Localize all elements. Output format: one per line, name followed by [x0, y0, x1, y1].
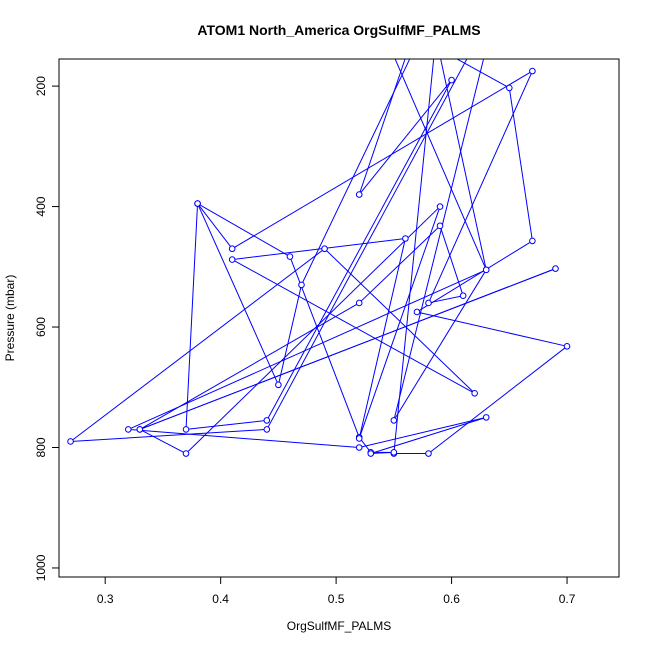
- series-group: [67, 0, 571, 457]
- x-tick-label: 0.5: [328, 592, 345, 606]
- data-point: [425, 299, 432, 307]
- series-segment: [428, 345, 568, 454]
- x-tick-label: 0.7: [559, 592, 576, 606]
- series-segment: [266, 79, 453, 421]
- data-point: [459, 292, 467, 300]
- series-segment: [358, 206, 441, 439]
- series-segment: [370, 451, 394, 455]
- data-point: [425, 450, 432, 457]
- series-segment: [358, 59, 406, 195]
- series-segment: [370, 416, 487, 455]
- y-axis-label: Pressure (mbar): [3, 275, 17, 362]
- data-point: [450, 59, 453, 60]
- series-segment: [393, 59, 435, 454]
- data-point: [263, 426, 271, 433]
- data-point: [275, 381, 282, 389]
- data-point: [182, 450, 190, 457]
- y-axis: 200 400 600 800 1000: [34, 76, 60, 581]
- data-point: [228, 256, 236, 263]
- data-point: [392, 59, 396, 60]
- series-segment: [232, 237, 406, 261]
- series-segment: [277, 284, 302, 385]
- data-point: [67, 438, 74, 445]
- series-segment: [439, 225, 464, 296]
- y-tick-label: 1000: [34, 554, 48, 581]
- series-segment: [416, 311, 568, 347]
- data-point: [390, 417, 398, 424]
- data-point: [436, 222, 444, 230]
- y-tick-label: 800: [34, 437, 48, 457]
- series-segment: [428, 70, 533, 304]
- data-point: [228, 245, 236, 253]
- series-segment: [70, 248, 325, 442]
- x-tick-label: 0.3: [97, 592, 114, 606]
- data-point: [355, 191, 363, 198]
- series-segment: [393, 59, 485, 421]
- y-tick-label: 600: [34, 317, 48, 337]
- x-tick-label: 0.4: [212, 592, 229, 606]
- data-point: [563, 343, 571, 350]
- series-segment: [185, 203, 199, 430]
- series-segment: [416, 240, 533, 313]
- data-point: [438, 59, 442, 60]
- series-segment: [231, 259, 475, 394]
- series-segment: [197, 203, 291, 257]
- series-segment: [394, 59, 487, 271]
- data-point: [355, 444, 363, 451]
- series-segment: [358, 225, 441, 304]
- series-segment: [231, 70, 533, 250]
- series-segment: [508, 87, 533, 241]
- series-segment: [197, 203, 233, 250]
- data-point: [182, 426, 190, 433]
- series-segment: [139, 268, 556, 430]
- data-point: [286, 253, 294, 260]
- series-segment: [70, 428, 267, 442]
- data-point: [402, 235, 409, 242]
- data-point: [495, 0, 501, 5]
- series-segment: [301, 59, 411, 286]
- series-segment: [185, 419, 267, 430]
- x-axis-label: OrgSulfMF_PALMS: [287, 619, 391, 633]
- data-point: [471, 389, 478, 397]
- y-tick-label: 400: [34, 196, 48, 216]
- data-point: [367, 450, 375, 457]
- data-point: [263, 417, 271, 424]
- x-tick-label: 0.6: [443, 592, 460, 606]
- data-point: [529, 237, 536, 245]
- series-segment: [128, 428, 360, 448]
- data-point: [506, 84, 513, 92]
- series-segment: [440, 59, 487, 270]
- data-point: [482, 266, 490, 274]
- chart-title: ATOM1 North_America OrgSulfMF_PALMS: [197, 22, 480, 38]
- data-point: [355, 299, 363, 307]
- series-segment: [428, 295, 464, 304]
- series-segment: [359, 416, 487, 448]
- data-point: [355, 435, 363, 442]
- data-point: [482, 414, 490, 421]
- data-point: [529, 67, 536, 75]
- series-segment: [139, 302, 360, 430]
- y-tick-label: 200: [34, 76, 48, 96]
- data-point: [390, 449, 398, 456]
- data-point: [321, 245, 328, 253]
- series-segment: [358, 238, 406, 439]
- data-point: [436, 203, 444, 210]
- data-point: [448, 76, 455, 84]
- data-point: [124, 426, 132, 433]
- x-axis: 0.3 0.4 0.5 0.6 0.7: [97, 576, 576, 606]
- series-segment: [197, 203, 279, 386]
- series-segment: [358, 79, 452, 195]
- data-point: [413, 308, 421, 316]
- series-segment: [393, 269, 487, 421]
- series-segment: [139, 428, 187, 454]
- series-segment: [128, 269, 487, 430]
- data-point: [298, 281, 305, 289]
- data-point: [552, 265, 559, 272]
- data-point: [194, 200, 201, 207]
- data-point: [136, 426, 144, 433]
- series-segment: [266, 59, 468, 430]
